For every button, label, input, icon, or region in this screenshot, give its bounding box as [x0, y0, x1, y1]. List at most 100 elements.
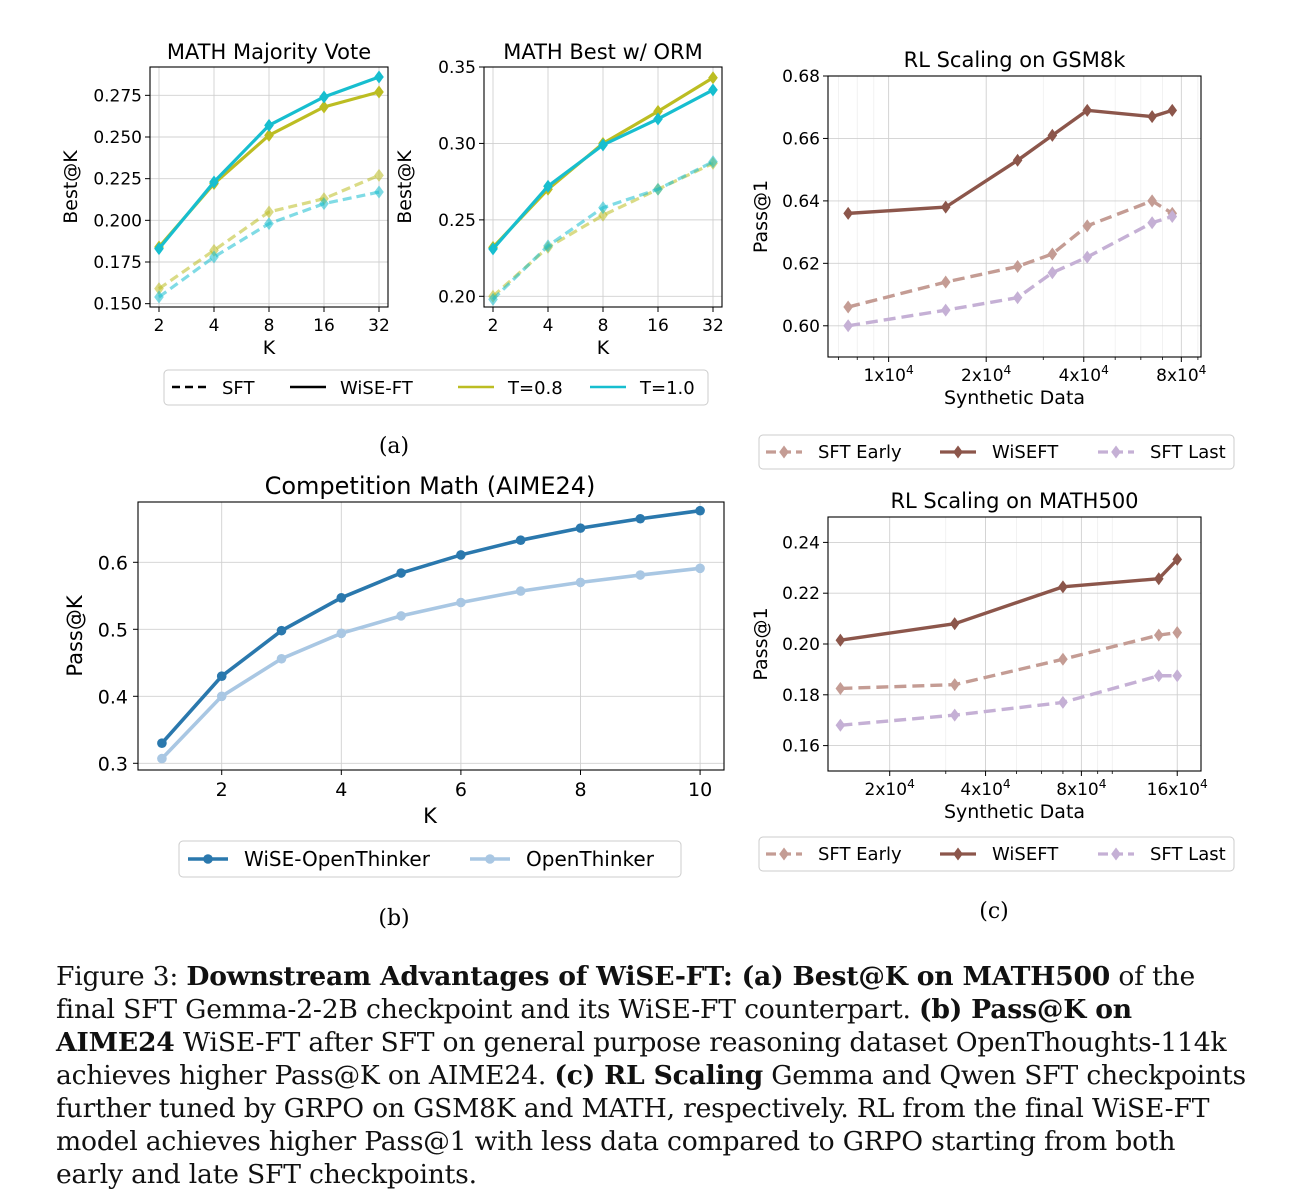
- data-point: [374, 70, 384, 84]
- y-tick-label: 0.5: [98, 619, 128, 641]
- x-tick-label: 2x104: [865, 777, 916, 800]
- figure-canvas: 2 4 8 16 32 0.150 0.175 0.200 0.225 0.250 0.275 MAT…: [60, 40, 1235, 931]
- point-marker: [708, 83, 718, 97]
- data-point: [374, 185, 384, 199]
- figure-caption: Figure 3: Downstream Advantages of WiSE-…: [56, 960, 1248, 1191]
- x-tick-label: 4: [209, 316, 220, 336]
- data-point: [543, 239, 553, 253]
- axes-frame: [483, 66, 723, 308]
- data-point: [843, 206, 853, 220]
- y-tick-label: 0.20: [438, 287, 476, 307]
- legend-label: WiSEFT: [992, 442, 1059, 463]
- x-tick-label: 8: [598, 316, 609, 336]
- data-point: [209, 250, 219, 264]
- data-point: [456, 597, 466, 608]
- data-point: [835, 718, 846, 732]
- caption-bold-a: Downstream Advantages of WiSE-FT: (a) Be…: [186, 961, 1111, 992]
- subfigure-label-c: (c): [979, 899, 1009, 924]
- point-marker: [319, 197, 329, 211]
- data-point: [1147, 110, 1157, 124]
- data-point: [598, 201, 608, 215]
- data-point: [154, 290, 164, 304]
- point-marker: [488, 292, 498, 306]
- point-marker: [264, 128, 274, 142]
- legend-marker: [779, 445, 789, 459]
- legend-marker: [203, 854, 213, 864]
- data-point: [635, 570, 646, 580]
- data-point: [157, 753, 167, 764]
- legend-label: OpenThinker: [526, 847, 655, 871]
- y-tick-label: 0.35: [438, 58, 476, 78]
- axes-frame: [137, 501, 725, 771]
- point-marker: [653, 112, 663, 126]
- data-point: [695, 505, 705, 516]
- x-tick-label: 4x104: [1059, 363, 1110, 386]
- x-tick-label: 16x104: [1147, 777, 1208, 800]
- point-marker: [488, 242, 498, 256]
- legend-marker: [953, 445, 963, 459]
- legend-label: WiSE-OpenThinker: [244, 847, 431, 871]
- caption-text-b: WiSE-FT after SFT on general purpose rea…: [56, 1027, 1227, 1091]
- data-point: [695, 563, 705, 574]
- data-point: [653, 112, 663, 126]
- axes-frame: [827, 75, 1202, 358]
- x-tick-label: 4: [335, 779, 347, 801]
- legend-b: WiSE-OpenThinker OpenThinker (b): [178, 840, 682, 931]
- point-marker: [154, 242, 164, 256]
- x-tick-label: 2: [216, 779, 228, 801]
- data-point: [1082, 103, 1093, 117]
- legend-marker: [953, 847, 963, 861]
- x-tick-label: 4x104: [960, 777, 1011, 800]
- y-tick-label: 0.60: [782, 317, 820, 337]
- legend-frame: [163, 369, 709, 406]
- legend-label: SFT Early: [818, 442, 902, 463]
- data-point: [598, 138, 608, 152]
- chart-title: Competition Math (AIME24): [265, 472, 596, 500]
- y-axis-label: Best@K: [60, 150, 82, 224]
- legend-label: SFT Last: [1150, 442, 1226, 463]
- y-tick-label: 0.22: [782, 584, 820, 604]
- point-marker: [598, 138, 608, 152]
- data-point: [216, 691, 227, 702]
- x-tick-label: 10: [688, 779, 712, 801]
- series-line: [840, 630, 1178, 691]
- data-point: [1167, 209, 1178, 224]
- legend-marker: [1111, 445, 1121, 459]
- data-point: [1058, 580, 1068, 594]
- legend-label: T=0.8: [507, 378, 563, 399]
- data-point: [374, 85, 384, 99]
- point-marker: [543, 179, 553, 193]
- data-point: [708, 71, 718, 85]
- legend-label: T=1.0: [639, 378, 695, 399]
- y-tick-label: 0.16: [782, 737, 820, 757]
- data-point: [708, 155, 718, 169]
- data-point: [1058, 652, 1068, 666]
- point-marker: [374, 70, 384, 84]
- data-point: [1012, 259, 1023, 273]
- x-tick-label: 2: [154, 316, 165, 336]
- data-point: [940, 303, 951, 317]
- point-marker: [598, 201, 608, 215]
- x-tick-label: 8x104: [1156, 363, 1207, 386]
- data-point: [635, 513, 646, 524]
- series-line: [840, 674, 1178, 727]
- data-point: [1047, 266, 1058, 280]
- data-point: [940, 200, 951, 214]
- data-point: [575, 577, 586, 588]
- data-point: [1172, 552, 1183, 566]
- data-point: [1153, 669, 1164, 683]
- chart-title: RL Scaling on GSM8k: [904, 48, 1127, 72]
- chart-a1: 2 4 8 16 32 0.150 0.175 0.200 0.225 0.250 0.275 MAT…: [60, 40, 390, 359]
- data-point: [264, 217, 274, 231]
- data-point: [456, 550, 466, 560]
- data-point: [1147, 194, 1157, 208]
- data-point: [264, 128, 274, 142]
- point-marker: [374, 168, 384, 182]
- y-tick-label: 0.150: [93, 295, 142, 315]
- y-tick-label: 0.250: [93, 128, 142, 148]
- legend-frame: [178, 840, 682, 878]
- data-point: [1147, 216, 1157, 230]
- legend-marker: [485, 854, 495, 864]
- data-point: [515, 586, 526, 596]
- data-point: [157, 738, 167, 748]
